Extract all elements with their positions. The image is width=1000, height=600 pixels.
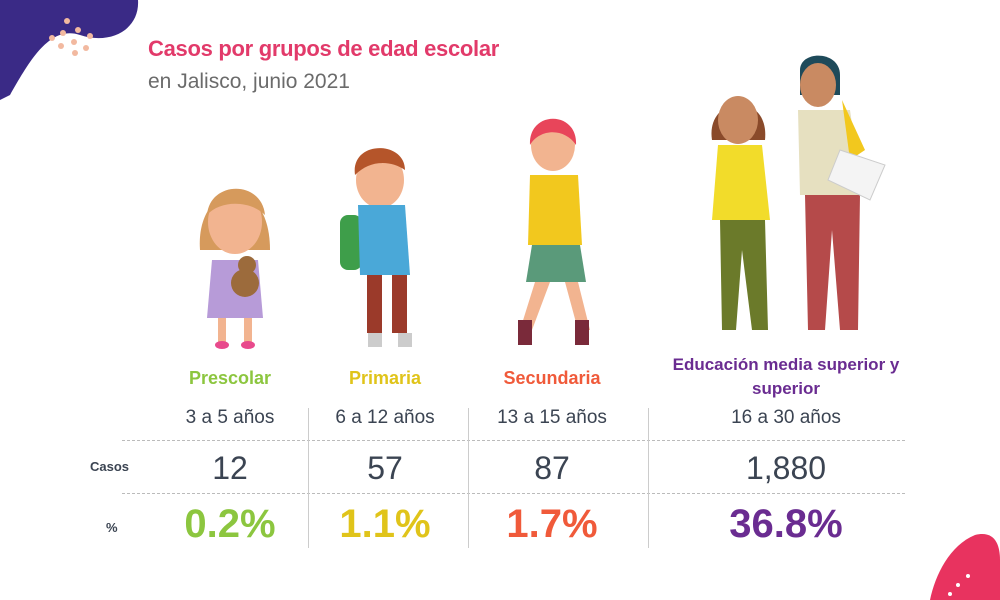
cases-value: 12: [212, 450, 248, 486]
cases-value: 57: [367, 450, 403, 486]
page-subtitle: en Jalisco, junio 2021: [148, 70, 350, 93]
divider: [122, 493, 905, 494]
row-label-casos: Casos: [90, 459, 130, 474]
pink-blob-decoration: [930, 534, 1000, 600]
age-range: 6 a 12 años: [335, 407, 435, 428]
category-primaria: Primaria: [348, 368, 422, 388]
percent-value: 1.1%: [339, 502, 431, 546]
dots-decoration: [49, 18, 93, 56]
secondary-girl-illustration: [518, 118, 590, 345]
column-divider: [308, 408, 309, 548]
category-secundaria: Secundaria: [503, 368, 601, 388]
column-divider: [468, 408, 469, 548]
row-label-percent: %: [106, 520, 118, 535]
preschool-girl-illustration: [199, 188, 270, 349]
primary-boy-illustration: [340, 148, 412, 347]
cases-value: 87: [534, 450, 570, 486]
percent-value: 1.7%: [506, 502, 598, 546]
age-range: 13 a 15 años: [497, 407, 607, 428]
category-prescolar: Prescolar: [188, 368, 272, 388]
percent-value: 0.2%: [184, 502, 276, 546]
purple-blob-decoration: [0, 0, 139, 100]
cases-value: 1,880: [745, 450, 827, 486]
column-divider: [648, 408, 649, 548]
category-media-superior: Educación media superior y superior: [672, 355, 900, 398]
age-range: 16 a 30 años: [731, 407, 841, 428]
age-range: 3 a 5 años: [185, 407, 275, 428]
young-adults-illustration: [711, 55, 886, 330]
divider: [122, 440, 905, 441]
page-title: Casos por grupos de edad escolar: [148, 36, 500, 61]
percent-value: 36.8%: [729, 502, 843, 546]
